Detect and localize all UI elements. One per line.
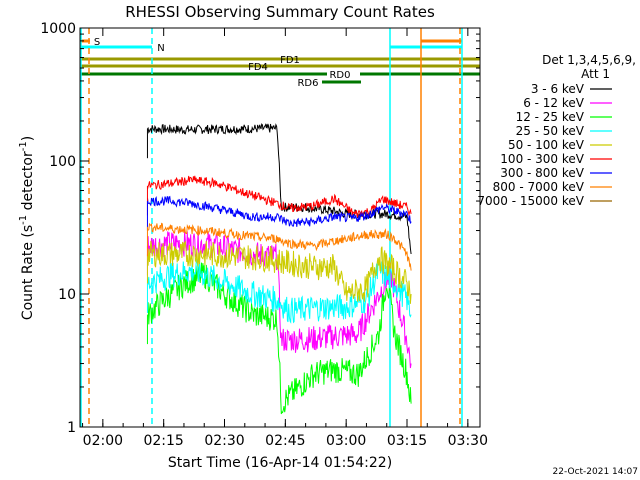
x-tick-label: 02:15 [143,433,183,449]
y-axis: 1 10 100 1000 [40,21,480,436]
flag-label: FD1 [280,55,300,66]
y-tick-label: 1 [67,420,76,436]
x-tick-label: 03:00 [326,433,366,449]
chart-title: RHESSI Observing Summary Count Rates [125,3,435,21]
vertical-markers [80,28,463,427]
y-tick-label: 10 [58,287,76,303]
flag-label: N [157,43,164,54]
series-line [147,222,412,271]
x-tick-label: 02:30 [204,433,244,449]
x-tick-label: 03:30 [448,433,488,449]
legend-label: 25 - 50 keV [516,124,585,138]
series-line [147,262,412,415]
timestamp: 22-Oct-2021 14:07 [553,467,638,477]
flag-label: S [94,37,100,48]
flag-label: FD4 [248,62,268,73]
legend-header-2: Att 1 [581,67,610,81]
x-axis-label: Start Time (16-Apr-14 01:54:22) [168,455,392,471]
flag-label: RD0 [329,70,350,81]
legend-header-1: Det 1,3,4,5,6,9, [542,53,636,67]
series-line [147,230,412,369]
x-axis: 02:00 02:15 02:30 02:45 03:00 03:15 03:30 [82,28,488,449]
legend-label: 12 - 25 keV [516,110,585,124]
legend-label: 100 - 300 keV [500,152,584,166]
series-lines [146,123,412,415]
x-tick-label: 02:00 [83,433,123,449]
series-line [147,123,412,255]
flag-label-gap [327,69,360,79]
x-tick-label: 02:45 [265,433,305,449]
series-line [147,240,412,304]
series-line [147,175,412,218]
legend-label: 50 - 100 keV [508,138,585,152]
legend-label: 3 - 6 keV [531,82,585,96]
y-tick-label: 100 [49,154,76,170]
observing-flags: S N FD1 FD4 RD6 RD0 [80,37,480,89]
legend-label: 800 - 7000 keV [493,180,585,194]
legend-label: 6 - 12 keV [523,96,585,110]
legend-label: 7000 - 15000 keV [477,194,584,208]
series-line [147,195,412,227]
plot-frame [79,27,481,428]
flag-label: RD6 [297,78,318,89]
y-axis-label: Count Rate (s-1 detector-1) [18,136,36,320]
x-tick-label: 03:15 [387,433,427,449]
legend-label: 300 - 800 keV [500,166,584,180]
y-tick-label: 1000 [40,21,76,37]
